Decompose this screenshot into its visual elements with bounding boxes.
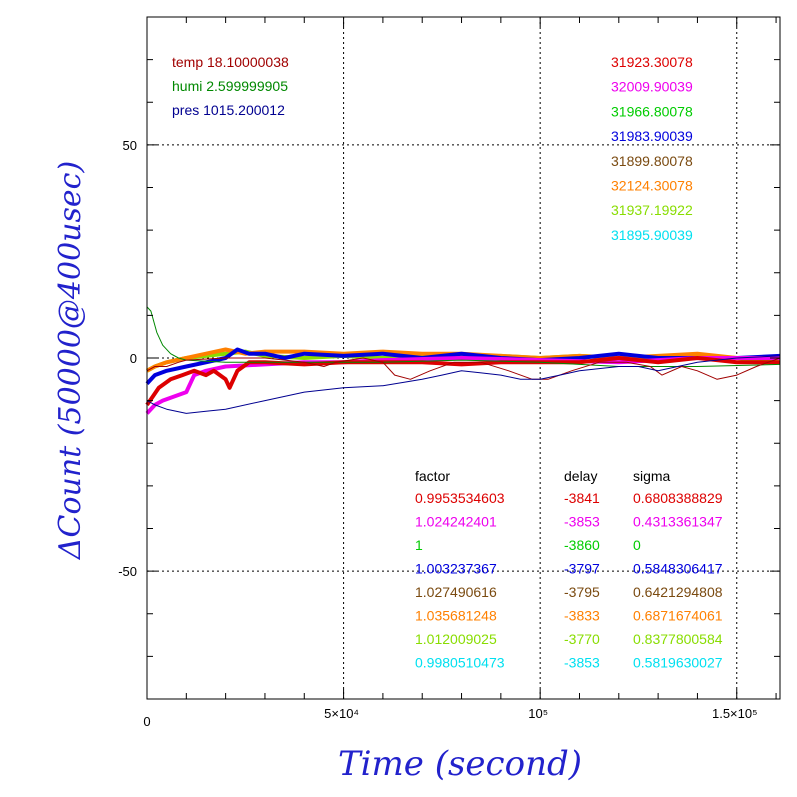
- x-tick-label: 1.5×10⁵: [712, 706, 758, 721]
- table-cell: -3833: [564, 608, 600, 624]
- table-cell: -3853: [564, 514, 600, 530]
- table-cell: 1.027490616: [415, 584, 497, 600]
- table-cell: -3770: [564, 631, 600, 647]
- table-cell: 0.5819630027: [633, 655, 723, 671]
- count-label: 32124.30078: [611, 178, 693, 194]
- y-tick-label: -50: [118, 564, 137, 579]
- count-label: 32009.90039: [611, 79, 693, 95]
- table-header: factor: [415, 468, 450, 484]
- table-header: sigma: [633, 468, 671, 484]
- env-label: pres 1015.200012: [172, 102, 285, 118]
- table-cell: 0: [633, 537, 641, 553]
- table-cell: 0.5848306417: [633, 561, 723, 577]
- table-cell: -3853: [564, 655, 600, 671]
- table-cell: 1.012009025: [415, 631, 497, 647]
- series-line: [146, 357, 781, 380]
- table-cell: 0.9953534603: [415, 490, 505, 506]
- env-label: temp 18.10000038: [172, 54, 289, 70]
- table-cell: 0.4313361347: [633, 514, 723, 530]
- env-label: humi 2.599999905: [172, 78, 288, 94]
- table-cell: 1.024242401: [415, 514, 497, 530]
- table-cell: 1: [415, 537, 423, 553]
- series-line: [146, 306, 781, 367]
- table-cell: 0.9980510473: [415, 655, 505, 671]
- y-axis-title: ΔCount (50000@400usec): [53, 161, 88, 560]
- x-tick-label: 10⁵: [528, 706, 548, 721]
- table-cell: -3841: [564, 490, 600, 506]
- series-group: [145, 306, 781, 415]
- table-cell: 0.8377800584: [633, 631, 723, 647]
- table-cell: 0.6421294808: [633, 584, 723, 600]
- table-cell: -3797: [564, 561, 600, 577]
- y-tick-label: 50: [123, 138, 137, 153]
- x-axis-title: Time (second): [338, 744, 582, 784]
- series-line: [145, 347, 781, 385]
- count-label: 31895.90039: [611, 227, 693, 243]
- series-line: [145, 356, 780, 407]
- x-tick-label: 0: [143, 714, 150, 729]
- table-cell: 1.035681248: [415, 608, 497, 624]
- x-tick-label: 5×10⁴: [324, 706, 359, 721]
- count-label: 31899.80078: [611, 153, 693, 169]
- count-legend: 31923.30078 32009.90039 31966.80078 31983.9…: [611, 54, 693, 243]
- table-cell: 0.6808388829: [633, 490, 723, 506]
- table-cell: -3795: [564, 584, 600, 600]
- series-line: [146, 355, 781, 414]
- tick-labels: 0 5×10⁴ 10⁵ 1.5×10⁵ 50 0 -50: [118, 138, 757, 729]
- stats-table: factor delay sigma 0.9953534603 -3841 0.68083…: [415, 468, 723, 671]
- minor-ticks: [147, 17, 780, 699]
- y-tick-label: 0: [130, 351, 137, 366]
- count-label: 31966.80078: [611, 103, 693, 119]
- table-cell: 1.003237367: [415, 561, 497, 577]
- env-legend: temp 18.10000038 humi 2.599999905 pres 101…: [172, 54, 289, 118]
- table-cell: -3860: [564, 537, 600, 553]
- count-label: 31983.90039: [611, 128, 693, 144]
- table-cell: 0.6871674061: [633, 608, 723, 624]
- count-label: 31937.19922: [611, 202, 693, 218]
- table-header: delay: [564, 468, 597, 484]
- count-label: 31923.30078: [611, 54, 693, 70]
